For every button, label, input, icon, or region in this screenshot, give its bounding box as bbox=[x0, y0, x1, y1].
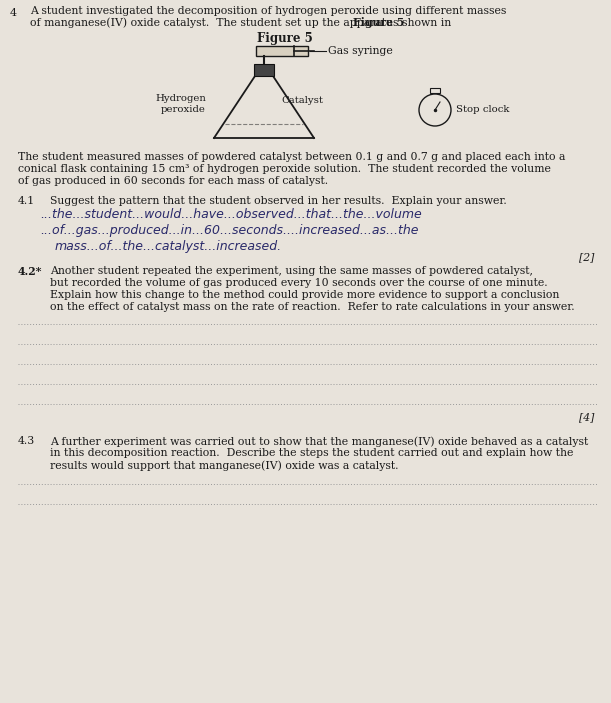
Text: [2]: [2] bbox=[579, 252, 594, 262]
Text: A student investigated the decomposition of hydrogen peroxide using different ma: A student investigated the decomposition… bbox=[30, 6, 507, 16]
Text: ...of...gas...produced...in...60...seconds....increased...as...the: ...of...gas...produced...in...60...secon… bbox=[40, 224, 419, 237]
Text: 4.2*: 4.2* bbox=[18, 266, 42, 277]
Text: Hydrogen
peroxide: Hydrogen peroxide bbox=[155, 93, 206, 115]
Text: Catalyst: Catalyst bbox=[282, 96, 323, 105]
Text: of manganese(IV) oxide catalyst.  The student set up the apparatus shown in: of manganese(IV) oxide catalyst. The stu… bbox=[30, 17, 455, 27]
Bar bbox=[254, 64, 274, 76]
Bar bbox=[430, 88, 440, 93]
Text: Gas syringe: Gas syringe bbox=[328, 46, 393, 56]
Text: in this decomposition reaction.  Describe the steps the student carried out and : in this decomposition reaction. Describe… bbox=[50, 448, 573, 458]
Text: Another student repeated the experiment, using the same masses of powdered catal: Another student repeated the experiment,… bbox=[50, 266, 533, 276]
Text: [4]: [4] bbox=[579, 412, 594, 422]
Text: conical flask containing 15 cm³ of hydrogen peroxide solution.  The student reco: conical flask containing 15 cm³ of hydro… bbox=[18, 164, 551, 174]
Text: Figure 5: Figure 5 bbox=[257, 32, 313, 45]
Text: 4.1: 4.1 bbox=[18, 196, 35, 206]
Text: results would support that manganese(IV) oxide was a catalyst.: results would support that manganese(IV)… bbox=[50, 460, 398, 470]
Text: of gas produced in 60 seconds for each mass of catalyst.: of gas produced in 60 seconds for each m… bbox=[18, 176, 328, 186]
Bar bbox=[256, 46, 308, 56]
Text: Suggest the pattern that the student observed in her results.  Explain your answ: Suggest the pattern that the student obs… bbox=[50, 196, 507, 206]
Text: 4: 4 bbox=[10, 8, 17, 18]
Text: 4.3: 4.3 bbox=[18, 436, 35, 446]
Text: ...the...student...would...have...observed...that...the...volume: ...the...student...would...have...observ… bbox=[40, 208, 422, 221]
Text: Explain how this change to the method could provide more evidence to support a c: Explain how this change to the method co… bbox=[50, 290, 560, 300]
Text: Figure 5: Figure 5 bbox=[353, 17, 404, 28]
Text: on the effect of catalyst mass on the rate of reaction.  Refer to rate calculati: on the effect of catalyst mass on the ra… bbox=[50, 302, 574, 312]
Text: but recorded the volume of gas produced every 10 seconds over the course of one : but recorded the volume of gas produced … bbox=[50, 278, 547, 288]
Text: The student measured masses of powdered catalyst between 0.1 g and 0.7 g and pla: The student measured masses of powdered … bbox=[18, 152, 565, 162]
Text: mass...of...the...catalyst...increased.: mass...of...the...catalyst...increased. bbox=[55, 240, 282, 253]
Text: Stop clock: Stop clock bbox=[456, 105, 510, 115]
Text: A further experiment was carried out to show that the manganese(IV) oxide behave: A further experiment was carried out to … bbox=[50, 436, 588, 446]
